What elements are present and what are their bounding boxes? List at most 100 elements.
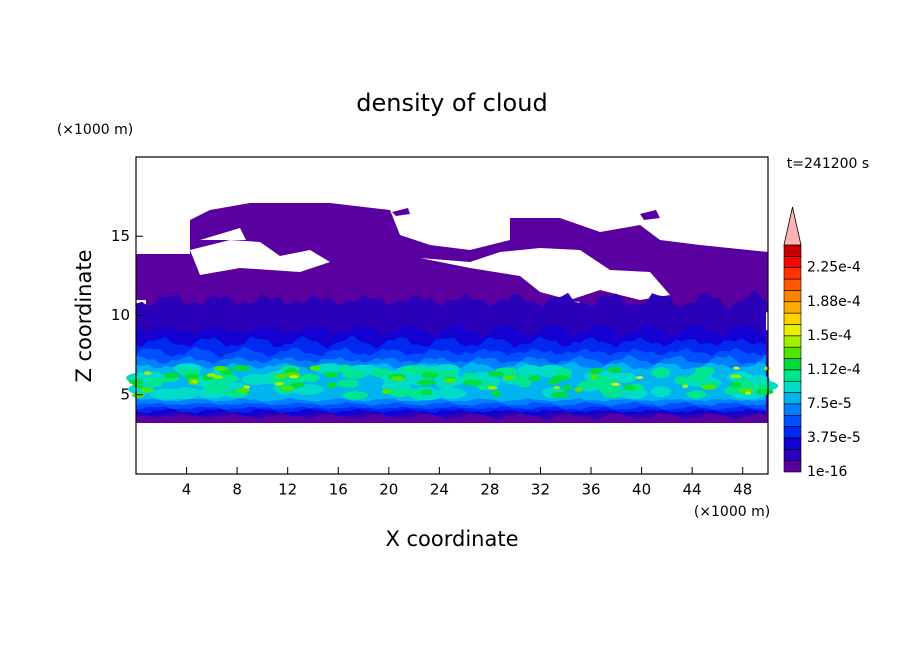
colorbar-box: [783, 380, 802, 393]
x-tick-label: 8: [232, 481, 242, 499]
contour-patch: [243, 385, 251, 389]
contour-patch: [309, 365, 322, 371]
contour-patch: [326, 382, 338, 389]
contour-patch: [651, 368, 671, 378]
contour-patch: [145, 378, 164, 388]
contour-patch: [342, 391, 368, 400]
contour-patch: [220, 369, 234, 376]
contour-patch: [650, 386, 672, 397]
contour-patch: [561, 384, 572, 391]
contour-patch: [140, 387, 153, 393]
contour-patch: [623, 384, 635, 391]
colorbar-label: 3.75e-5: [807, 430, 861, 446]
colorbar-box: [783, 324, 802, 337]
colorbar-label: 1.12e-4: [807, 362, 861, 378]
contour-patch: [203, 384, 230, 393]
contour-patch: [701, 384, 717, 390]
colorbar-box: [783, 278, 802, 291]
contour-patch: [206, 373, 216, 377]
contour-patch: [602, 389, 623, 399]
contour-patch: [636, 376, 644, 380]
contour-patch: [517, 365, 544, 376]
contour-patch: [289, 375, 299, 379]
contour-patch: [237, 387, 250, 393]
contour-patch: [738, 388, 755, 393]
contour-patch: [488, 371, 504, 377]
contour-patch: [213, 375, 223, 379]
contour-patch: [175, 388, 198, 400]
time-label: t=241200 s: [787, 156, 869, 172]
contour-patch: [674, 376, 690, 385]
contour-field: [126, 203, 779, 423]
contour-patch: [537, 366, 560, 378]
contour-patch: [281, 385, 295, 391]
x-tick-label: 36: [581, 481, 600, 499]
colorbar-box: [783, 403, 802, 416]
x-tick-label: 12: [278, 481, 297, 499]
x-tick-label: 16: [329, 481, 348, 499]
colorbar-label: 1.88e-4: [807, 294, 861, 310]
contour-patch: [550, 391, 570, 398]
x-tick-label: 32: [531, 481, 550, 499]
contour-patch: [607, 366, 622, 373]
contour-patch: [131, 393, 145, 398]
colorbar-box: [783, 301, 802, 314]
colorbar-box: [783, 426, 802, 439]
y-tick-label: 15: [111, 227, 130, 245]
contour-patch: [516, 378, 532, 388]
contour-patch: [574, 387, 584, 392]
contour-patch: [611, 382, 620, 386]
x-tick-label: 4: [182, 481, 192, 499]
contour-patch: [462, 372, 477, 381]
contour-patch: [274, 382, 285, 386]
contour-patch: [342, 370, 367, 379]
contour-patch: [132, 382, 144, 389]
colorbar-box: [783, 369, 802, 382]
x-axis-label: X coordinate: [385, 527, 518, 551]
contour-patch: [491, 390, 502, 397]
contour-patch: [730, 374, 742, 379]
contour-patch: [382, 389, 391, 394]
colorbar-box: [783, 346, 802, 359]
contour-patch: [462, 379, 483, 386]
y-axis-label: Z coordinate: [72, 249, 96, 382]
colorbar-label: 7.5e-5: [807, 396, 852, 412]
contour-patch: [443, 378, 457, 383]
contour-patch: [590, 374, 599, 380]
contour-patch: [528, 375, 541, 382]
contour-patch: [337, 379, 360, 388]
colorbar-label: 1e-16: [807, 464, 847, 480]
colorbar-box: [783, 256, 802, 269]
y-unit: (×1000 m): [57, 122, 133, 138]
contour-patch: [388, 388, 411, 398]
contour-patch: [436, 388, 467, 399]
contour-patch: [588, 367, 604, 374]
colorbar-box: [783, 267, 802, 280]
colorbar-box: [783, 414, 802, 427]
x-tick-label: 40: [632, 481, 651, 499]
contour-hole: [136, 228, 768, 334]
contour-patch: [471, 371, 493, 383]
contour-patch: [733, 366, 740, 370]
contour-patch: [191, 380, 198, 384]
chart-title: density of cloud: [356, 89, 547, 117]
contour-patch: [730, 381, 742, 388]
contour-patch: [370, 368, 394, 378]
contour-patch: [417, 379, 437, 386]
x-tick-label: 28: [480, 481, 499, 499]
colorbar-box: [783, 392, 802, 405]
contour-patch: [313, 363, 343, 375]
contour-patch: [290, 382, 305, 389]
contour-patch: [487, 386, 498, 390]
x-unit: (×1000 m): [694, 504, 770, 520]
contour-patch: [420, 372, 439, 378]
colorbar: 1e-16 3.75e-5 7.5e-5 1.12e-4 1.5e-4 1.88e-4 2.…: [783, 206, 861, 480]
contour-patch: [682, 384, 689, 389]
contour-patch: [283, 375, 305, 384]
contour-patch: [164, 372, 180, 379]
contour-patch: [435, 370, 459, 379]
contour-patch: [143, 371, 152, 375]
colorbar-box: [783, 290, 802, 303]
x-tick-label: 48: [733, 481, 752, 499]
